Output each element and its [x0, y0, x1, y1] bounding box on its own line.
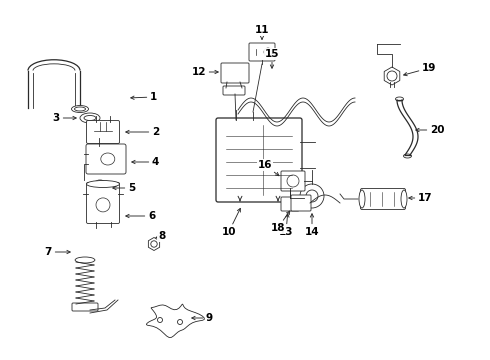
Ellipse shape — [403, 154, 412, 158]
Text: 17: 17 — [409, 193, 433, 203]
Text: 6: 6 — [126, 211, 155, 221]
Text: 8: 8 — [156, 231, 165, 241]
Text: 16: 16 — [258, 160, 279, 176]
Text: 1: 1 — [131, 92, 157, 102]
Ellipse shape — [401, 190, 407, 208]
FancyBboxPatch shape — [361, 189, 406, 210]
FancyBboxPatch shape — [291, 195, 311, 211]
Ellipse shape — [75, 257, 95, 263]
FancyBboxPatch shape — [281, 171, 305, 191]
Text: 3: 3 — [53, 113, 76, 123]
Circle shape — [300, 184, 324, 208]
Text: 13: 13 — [279, 214, 293, 237]
FancyBboxPatch shape — [87, 183, 120, 224]
FancyBboxPatch shape — [72, 303, 98, 311]
Circle shape — [264, 48, 272, 56]
Text: 10: 10 — [221, 208, 241, 237]
Text: 15: 15 — [265, 49, 279, 68]
Text: 2: 2 — [126, 127, 159, 137]
Ellipse shape — [87, 180, 120, 188]
Circle shape — [287, 175, 299, 187]
Circle shape — [387, 71, 397, 81]
Circle shape — [151, 241, 157, 247]
Text: 5: 5 — [113, 183, 135, 193]
Circle shape — [96, 184, 104, 193]
Text: 11: 11 — [255, 25, 269, 39]
FancyBboxPatch shape — [216, 118, 302, 202]
Text: 19: 19 — [404, 63, 437, 76]
Text: 18: 18 — [270, 211, 290, 233]
Ellipse shape — [395, 97, 403, 101]
Circle shape — [96, 198, 110, 212]
Text: 20: 20 — [416, 125, 444, 135]
Text: 4: 4 — [132, 157, 159, 167]
FancyBboxPatch shape — [221, 63, 249, 83]
FancyBboxPatch shape — [223, 86, 245, 95]
Text: 12: 12 — [192, 67, 218, 77]
Ellipse shape — [74, 107, 85, 111]
Circle shape — [92, 180, 108, 196]
Ellipse shape — [84, 116, 96, 121]
Text: 9: 9 — [192, 313, 213, 323]
Ellipse shape — [101, 153, 115, 165]
Text: 7: 7 — [45, 247, 70, 257]
Ellipse shape — [80, 113, 100, 123]
FancyBboxPatch shape — [281, 197, 299, 211]
Circle shape — [177, 320, 182, 324]
Polygon shape — [147, 304, 204, 338]
FancyBboxPatch shape — [86, 144, 126, 174]
FancyBboxPatch shape — [87, 121, 120, 144]
Ellipse shape — [72, 105, 89, 112]
Ellipse shape — [359, 190, 365, 208]
Text: 14: 14 — [305, 214, 319, 237]
Circle shape — [157, 318, 163, 323]
FancyBboxPatch shape — [249, 43, 275, 61]
Circle shape — [306, 190, 318, 202]
